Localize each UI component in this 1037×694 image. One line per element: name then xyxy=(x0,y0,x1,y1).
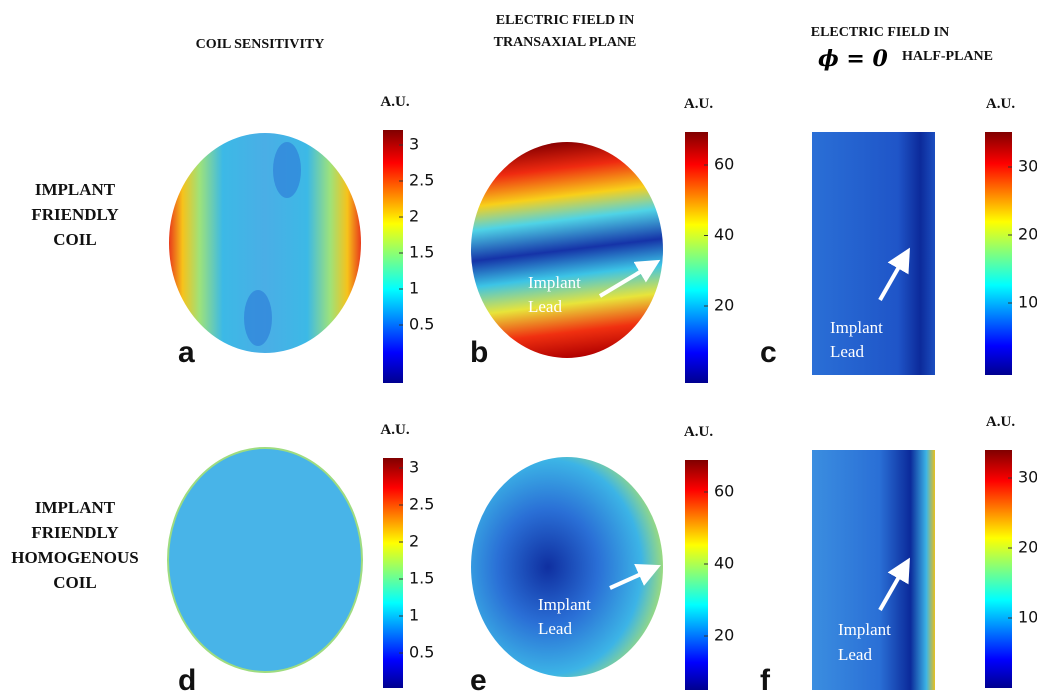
column-header: COIL SENSITIVITY xyxy=(196,37,325,52)
colorbar-tick-label: 3 xyxy=(409,458,419,477)
row-label: COIL xyxy=(53,230,96,249)
colorbar-unit: A.U. xyxy=(684,96,713,112)
annotation: Lead xyxy=(830,342,864,361)
colorbar xyxy=(685,460,708,690)
colorbar-unit: A.U. xyxy=(986,96,1015,112)
column-symbol: ϕ = 0 xyxy=(818,46,888,72)
annotation: Lead xyxy=(528,297,562,316)
colorbar-tick-label: 10 xyxy=(1018,608,1037,627)
row-label: IMPLANT xyxy=(35,180,116,199)
heatmap-detail xyxy=(273,142,301,198)
panel-letter: b xyxy=(470,336,488,369)
heatmap xyxy=(471,457,663,677)
annotation: Implant xyxy=(830,318,883,337)
colorbar-tick-label: 10 xyxy=(1018,293,1037,312)
colorbar-tick-label: 2 xyxy=(409,532,419,551)
colorbar-tick-label: 2.5 xyxy=(409,171,434,190)
colorbar-tick-label: 30 xyxy=(1018,157,1037,176)
colorbar-unit: A.U. xyxy=(684,424,713,440)
colorbar-tick-label: 1.5 xyxy=(409,569,434,588)
figure: COIL SENSITIVITY ELECTRIC FIELD IN TRANS… xyxy=(0,0,1037,694)
heatmap xyxy=(812,132,935,375)
colorbar-tick-label: 0.5 xyxy=(409,643,434,662)
colorbar-tick-label: 20 xyxy=(1018,225,1037,244)
panel-letter: c xyxy=(760,336,777,369)
panel-letter: a xyxy=(178,336,195,369)
heatmap xyxy=(812,450,935,690)
panel-letter: d xyxy=(178,664,196,694)
annotation: Implant xyxy=(528,273,581,292)
colorbar-tick-label: 1 xyxy=(409,279,419,298)
panel-letter: e xyxy=(470,664,487,694)
heatmap xyxy=(471,142,663,358)
colorbar-tick-label: 60 xyxy=(714,482,734,501)
row-label: FRIENDLY xyxy=(31,205,118,224)
row-label: COIL xyxy=(53,573,96,592)
colorbar-tick-label: 20 xyxy=(1018,538,1037,557)
colorbar-tick-label: 3 xyxy=(409,135,419,154)
heatmap xyxy=(168,448,362,672)
annotation: Implant xyxy=(538,595,591,614)
column-header: ELECTRIC FIELD IN xyxy=(496,13,634,28)
colorbar xyxy=(985,450,1012,688)
column-header: HALF-PLANE xyxy=(902,49,993,64)
heatmap-detail xyxy=(244,290,272,346)
colorbar-tick-label: 2 xyxy=(409,207,419,226)
annotation: Implant xyxy=(838,620,891,639)
annotation: Lead xyxy=(538,619,572,638)
colorbar xyxy=(685,132,708,383)
colorbar-tick-label: 1.5 xyxy=(409,243,434,262)
colorbar-tick-label: 40 xyxy=(714,554,734,573)
row-label: FRIENDLY xyxy=(31,523,118,542)
colorbar-tick-label: 0.5 xyxy=(409,315,434,334)
colorbar-tick-label: 30 xyxy=(1018,468,1037,487)
colorbar-unit: A.U. xyxy=(380,422,409,438)
colorbar-tick-label: 2.5 xyxy=(409,495,434,514)
colorbar-tick-label: 1 xyxy=(409,606,419,625)
column-header: TRANSAXIAL PLANE xyxy=(494,35,637,50)
colorbar-unit: A.U. xyxy=(380,94,409,110)
row-label: HOMOGENOUS xyxy=(11,548,139,567)
annotation: Lead xyxy=(838,645,872,664)
colorbar xyxy=(383,130,403,383)
colorbar-tick-label: 20 xyxy=(714,626,734,645)
colorbar-unit: A.U. xyxy=(986,414,1015,430)
colorbar xyxy=(985,132,1012,375)
row-label: IMPLANT xyxy=(35,498,116,517)
panel-letter: f xyxy=(760,664,771,694)
colorbar-tick-label: 20 xyxy=(714,296,734,315)
colorbar-tick-label: 40 xyxy=(714,225,734,244)
column-header: ELECTRIC FIELD IN xyxy=(811,25,949,40)
colorbar-tick-label: 60 xyxy=(714,155,734,174)
